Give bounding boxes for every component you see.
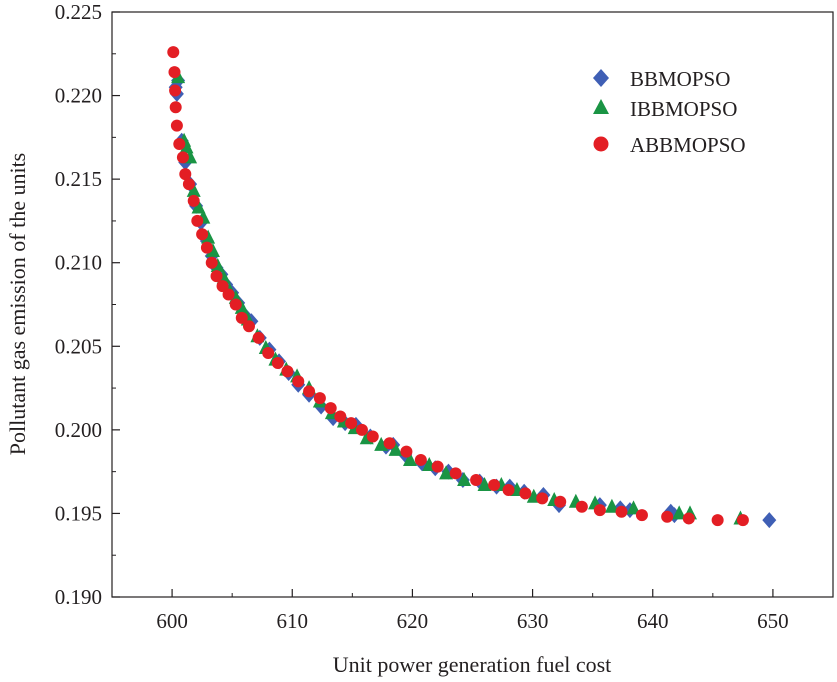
abbmopso-point <box>187 194 200 207</box>
abbmopso-point <box>383 437 396 450</box>
ibbmopso-point <box>477 477 492 492</box>
abbmopso-point <box>170 119 183 132</box>
abbmopso-point <box>470 474 483 486</box>
abbmopso-point <box>169 101 182 114</box>
abbmopso-point <box>173 138 186 151</box>
abbmopso-point <box>449 467 462 480</box>
ibbmopso-point <box>234 299 249 314</box>
abbmopso-point <box>400 445 413 458</box>
x-tick-label: 630 <box>517 609 549 633</box>
y-tick-label: 0.225 <box>55 0 102 24</box>
abbmopso-point <box>216 280 229 293</box>
ibbmopso-point <box>604 498 619 513</box>
abbmopso-point <box>345 417 358 430</box>
x-axis: 600 610 620 630 640 650 <box>111 589 834 633</box>
abbmopso-point <box>431 460 444 473</box>
ibbmopso-point <box>439 465 454 480</box>
abbmopso-point <box>488 479 501 492</box>
x-tick-label: 620 <box>397 609 429 633</box>
ibbmopso-point <box>626 500 641 515</box>
abbmopso-point <box>242 320 255 333</box>
legend-label-ibbmopso: IBBMOPSO <box>630 97 737 121</box>
legend-label-bbmopso: BBMOPSO <box>630 67 730 91</box>
abbmopso-point <box>615 505 628 518</box>
abbmopso-point <box>635 509 648 522</box>
abbmopso-point <box>222 288 235 301</box>
abbmopso-point <box>313 392 326 405</box>
ibbmopso-point <box>457 472 472 486</box>
abbmopso-point <box>235 311 248 324</box>
abbmopso-point <box>167 46 180 59</box>
y-axis: 0.190 0.195 0.200 0.205 0.210 0.215 0.220 0.225 <box>55 0 120 609</box>
x-tick-label: 610 <box>277 609 309 633</box>
abbmopso-point <box>169 84 182 97</box>
ibbmopso-point <box>210 258 225 273</box>
y-tick-label: 0.200 <box>55 418 102 442</box>
abbmopso-point <box>355 423 368 436</box>
abbmopso-point <box>736 514 749 527</box>
ibbmopso-point <box>403 451 418 466</box>
abbmopso-point <box>271 357 284 369</box>
abbmopso-point <box>168 66 181 79</box>
abbmopso-point <box>554 495 567 508</box>
ibbmopso-point <box>672 505 687 520</box>
abbmopso-point <box>334 410 347 423</box>
abbmopso-point <box>191 214 204 227</box>
abbmopso-point <box>252 331 265 344</box>
x-tick-label: 650 <box>757 609 789 633</box>
abbmopso-point <box>196 228 209 241</box>
ibbmopso-point <box>205 243 220 258</box>
legend-label-abbmopso: ABBMOPSO <box>630 133 746 157</box>
y-axis-title: Pollutant gas emission of the units <box>5 153 30 456</box>
abbmopso-point <box>519 487 532 500</box>
abbmopso-point <box>176 151 189 164</box>
ibbmopso-point <box>186 182 201 197</box>
legend-entry-ibbmopso: IBBMOPSO <box>593 97 737 121</box>
x-tick-label: 600 <box>156 609 188 633</box>
legend-entry-abbmopso: ABBMOPSO <box>593 133 746 157</box>
legend-circle-icon <box>593 136 609 152</box>
abbmopso-point <box>502 484 515 497</box>
abbmopso-point <box>324 402 337 415</box>
y-tick-label: 0.220 <box>55 84 102 108</box>
abbmopso-point <box>303 385 316 398</box>
abbmopso-point <box>682 512 695 525</box>
legend-triangle-icon <box>593 99 609 114</box>
abbmopso-point <box>200 241 213 254</box>
abbmopso-point <box>593 504 606 517</box>
y-tick-label: 0.205 <box>55 334 102 358</box>
abbmopso-point <box>661 510 674 523</box>
abbmopso-point <box>262 346 275 359</box>
abbmopso-point <box>205 256 218 269</box>
ibbmopso-point <box>201 229 216 244</box>
abbmopso-point <box>281 365 294 378</box>
ibbmopso-point <box>374 436 389 451</box>
abbmopso-point <box>229 298 242 311</box>
abbmopso-point <box>210 270 223 283</box>
series-abbmopso <box>167 46 749 527</box>
ibbmopso-point <box>388 441 403 456</box>
abbmopso-point <box>179 168 192 181</box>
y-tick-label: 0.195 <box>55 501 102 525</box>
x-axis-title: Unit power generation fuel cost <box>333 652 612 677</box>
y-tick-label: 0.215 <box>55 167 102 191</box>
abbmopso-point <box>182 178 195 191</box>
abbmopso-point <box>414 453 427 466</box>
x-tick-label: 640 <box>637 609 669 633</box>
legend: BBMOPSO IBBMOPSO ABBMOPSO <box>593 67 746 157</box>
y-tick-label: 0.190 <box>55 585 102 609</box>
legend-entry-bbmopso: BBMOPSO <box>593 67 730 91</box>
abbmopso-point <box>575 500 588 513</box>
ibbmopso-point <box>191 199 206 214</box>
abbmopso-point <box>536 492 549 505</box>
abbmopso-point <box>292 375 305 388</box>
legend-diamond-icon <box>593 69 609 87</box>
y-tick-label: 0.210 <box>55 251 102 275</box>
abbmopso-point <box>366 430 379 443</box>
data-points <box>167 46 777 529</box>
bbmopso-point <box>762 512 777 529</box>
abbmopso-point <box>711 514 724 527</box>
